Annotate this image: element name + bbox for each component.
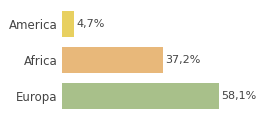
Bar (62, 47, 163, 73)
Bar (62, 11, 74, 37)
Text: 58,1%: 58,1% (222, 91, 257, 101)
Text: 37,2%: 37,2% (165, 55, 200, 65)
Text: 4,7%: 4,7% (76, 19, 105, 29)
Bar (62, 83, 220, 109)
